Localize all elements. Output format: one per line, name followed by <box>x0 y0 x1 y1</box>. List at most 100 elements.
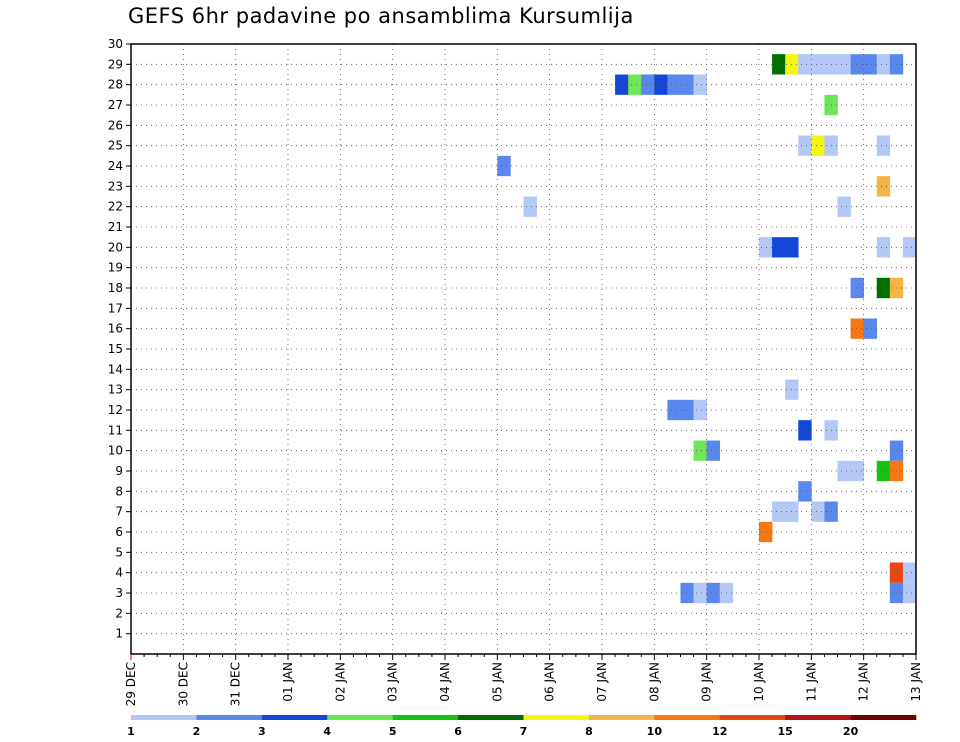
chart-title: GEFS 6hr padavine po ansamblima Kursumli… <box>128 4 634 28</box>
cell-member-20-26 <box>759 237 773 258</box>
cell-member-29-7 <box>863 54 878 75</box>
y-tick-label-7: 7 <box>115 505 123 519</box>
cell-member-9-45 <box>837 460 851 482</box>
legend-label-3: 4 <box>323 725 331 738</box>
cell-member-4-56 <box>902 562 917 583</box>
cell-member-10-43 <box>706 440 721 461</box>
y-tick-label-6: 6 <box>115 525 123 539</box>
cell-member-3-62 <box>902 582 917 604</box>
y-tick-label-4: 4 <box>115 566 123 580</box>
cell-member-25-18 <box>798 135 812 156</box>
x-tick-label-7: 05 JAN <box>490 662 504 702</box>
cell-member-18-31 <box>850 277 864 299</box>
y-tick-label-21: 21 <box>108 220 123 234</box>
cell-member-28-14 <box>667 74 681 95</box>
cell-member-18-32 <box>876 277 891 299</box>
legend-swatch-5 <box>458 715 524 720</box>
y-tick-label-27: 27 <box>108 98 123 112</box>
cell-member-20-27 <box>772 237 786 258</box>
y-tick-label-10: 10 <box>108 444 123 458</box>
legend-label-1: 2 <box>193 725 201 738</box>
legend-label-11: 20 <box>843 725 859 738</box>
y-tick-label-3: 3 <box>115 586 123 600</box>
x-tick-label-10: 08 JAN <box>647 662 661 702</box>
cell-member-22-25 <box>837 196 851 217</box>
y-tick-label-17: 17 <box>108 301 123 315</box>
y-tick-label-14: 14 <box>108 362 123 376</box>
cell-member-28-16 <box>693 74 707 95</box>
cell-member-28-12 <box>641 74 655 95</box>
legend-swatch-10 <box>785 715 851 720</box>
legend-swatch-9 <box>719 715 786 720</box>
y-tick-label-22: 22 <box>108 200 123 214</box>
cell-member-29-0 <box>772 54 786 75</box>
y-tick-label-26: 26 <box>108 118 123 132</box>
y-tick-label-28: 28 <box>108 78 123 92</box>
y-tick-label-30: 30 <box>108 37 123 51</box>
x-tick-label-8: 06 JAN <box>543 662 557 702</box>
cell-member-22-24 <box>523 196 537 217</box>
cell-member-23-23 <box>876 176 891 197</box>
cell-member-20-30 <box>902 237 917 258</box>
y-axis: 1234567891011121314151617181920212223242… <box>108 37 131 641</box>
cell-member-3-57 <box>680 582 694 604</box>
cell-member-3-59 <box>706 582 721 604</box>
y-tick-label-25: 25 <box>108 139 123 153</box>
legend-swatch-11 <box>850 715 917 720</box>
cell-member-6-54 <box>759 521 773 543</box>
legend-label-8: 10 <box>647 725 663 738</box>
cell-member-29-3 <box>811 54 825 75</box>
cell-member-7-52 <box>811 501 825 522</box>
legend-swatch-7 <box>588 715 655 720</box>
y-tick-label-9: 9 <box>115 464 123 478</box>
legend-label-7: 8 <box>585 725 593 738</box>
legend-label-6: 7 <box>520 725 528 738</box>
cell-member-7-50 <box>772 501 786 522</box>
y-tick-label-29: 29 <box>108 57 123 71</box>
legend-label-9: 12 <box>712 725 727 738</box>
color-legend: 1 2 3 4 5 6 7 8 10 12 15 20 <box>127 715 917 738</box>
grid-lines <box>131 43 916 654</box>
cell-member-12-37 <box>667 399 681 421</box>
cell-member-29-8 <box>876 54 891 75</box>
cell-member-12-38 <box>680 399 694 421</box>
y-tick-label-20: 20 <box>108 240 123 254</box>
cell-member-24-22 <box>497 155 511 177</box>
y-tick-label-2: 2 <box>115 606 123 620</box>
cell-member-28-15 <box>680 74 694 95</box>
y-tick-label-12: 12 <box>108 403 123 417</box>
x-tick-label-2: 31 DEC <box>229 662 243 706</box>
cell-member-9-46 <box>850 460 864 482</box>
legend-label-10: 15 <box>778 725 793 738</box>
x-tick-label-3: 01 JAN <box>281 662 295 702</box>
y-tick-label-1: 1 <box>115 627 123 641</box>
cell-member-9-47 <box>876 460 891 482</box>
x-tick-label-0: 29 DEC <box>124 662 138 706</box>
cell-member-29-6 <box>850 54 864 75</box>
legend-swatch-4 <box>392 715 459 720</box>
y-tick-label-11: 11 <box>108 423 123 437</box>
cell-member-20-29 <box>876 237 891 258</box>
cell-member-16-35 <box>863 318 878 339</box>
cell-member-29-5 <box>837 54 851 75</box>
legend-label-5: 6 <box>454 725 462 738</box>
x-tick-label-9: 07 JAN <box>595 662 609 702</box>
x-axis: 29 DEC 30 DEC 31 DEC 01 JAN 02 JAN 03 JAN 04 J… <box>124 654 923 706</box>
y-tick-label-15: 15 <box>108 342 123 356</box>
y-tick-label-13: 13 <box>108 383 123 397</box>
cell-member-25-21 <box>876 135 891 156</box>
cell-member-10-42 <box>693 440 707 461</box>
x-tick-label-15: 13 JAN <box>909 662 923 702</box>
x-tick-label-1: 30 DEC <box>176 662 190 706</box>
legend-label-2: 3 <box>258 725 266 738</box>
cell-member-3-58 <box>693 582 707 604</box>
x-tick-label-6: 04 JAN <box>438 662 452 702</box>
cell-member-12-39 <box>693 399 707 421</box>
y-tick-label-24: 24 <box>108 159 123 173</box>
legend-swatch-3 <box>327 715 393 720</box>
legend-swatch-1 <box>196 715 263 720</box>
legend-swatch-8 <box>654 715 721 720</box>
x-tick-label-13: 11 JAN <box>804 662 818 702</box>
cell-member-29-2 <box>798 54 812 75</box>
